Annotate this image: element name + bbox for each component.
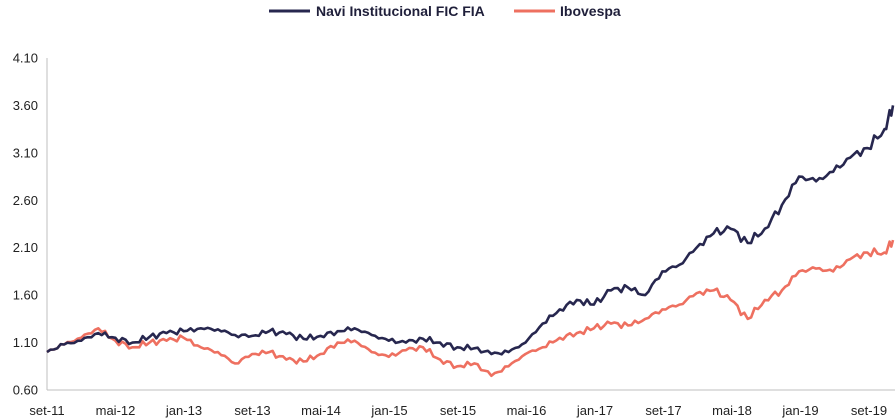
series-line-navi-institucional-fic-fia (46, 105, 895, 356)
x-tick-label: mai-14 (301, 403, 341, 418)
x-tick-label: mai-16 (507, 403, 547, 418)
series-line-ibovespa (46, 239, 895, 378)
y-tick-label: 4.10 (13, 51, 38, 66)
y-tick-label: 2.60 (13, 193, 38, 208)
x-tick-label: jan-13 (165, 403, 202, 418)
x-tick-label: mai-12 (96, 403, 136, 418)
y-tick-label: 1.10 (13, 335, 38, 350)
x-tick-labels: set-11 mai-12 jan-13 set-13 mai-14 jan-15 set-… (29, 403, 887, 418)
x-tick-label: jan-19 (781, 403, 818, 418)
x-tick-label: set-19 (851, 403, 887, 418)
x-tick-label: set-13 (234, 403, 270, 418)
x-tick-label: mai-18 (712, 403, 752, 418)
x-tick-label: set-15 (440, 403, 476, 418)
x-tick-label: jan-15 (370, 403, 407, 418)
y-tick-label: 2.10 (13, 240, 38, 255)
x-tick-label: set-17 (645, 403, 681, 418)
series-lines (46, 105, 895, 378)
y-tick-label: 0.60 (13, 383, 38, 398)
y-tick-labels: 0.60 1.10 1.60 2.10 2.60 3.10 3.60 4.10 (13, 51, 38, 398)
y-tick-label: 3.60 (13, 98, 38, 113)
y-tick-label: 3.10 (13, 145, 38, 160)
legend: Navi Institucional FIC FIA Ibovespa (269, 3, 621, 19)
x-tick-label: jan-17 (576, 403, 613, 418)
x-tick-label: set-11 (29, 403, 64, 418)
legend-label-navi: Navi Institucional FIC FIA (316, 3, 485, 19)
y-tick-label: 1.60 (13, 288, 38, 303)
legend-label-ibovespa: Ibovespa (560, 3, 621, 19)
